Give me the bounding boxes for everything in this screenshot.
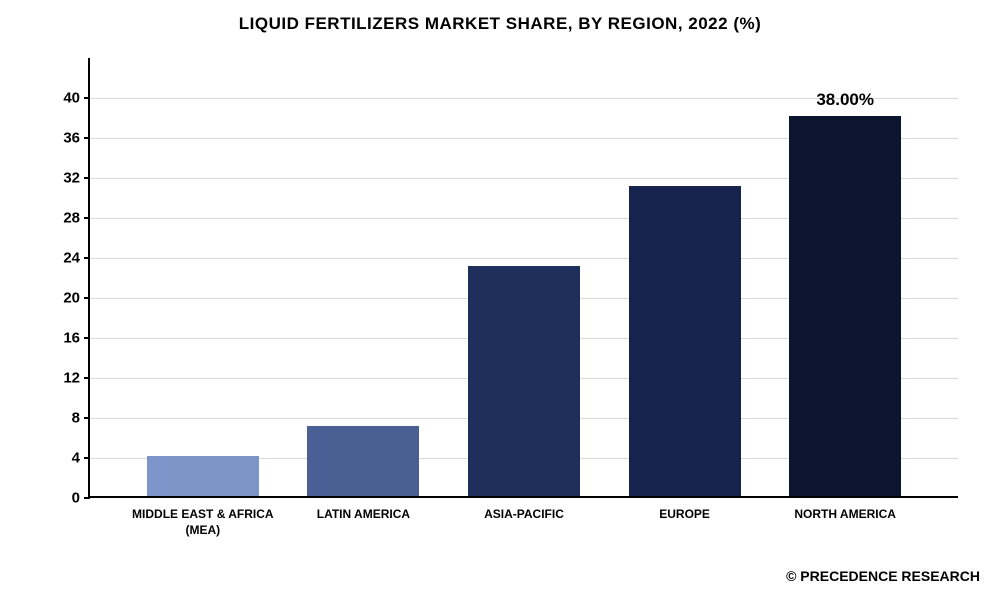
ytick-label: 32 [63, 170, 80, 187]
bar [629, 186, 741, 496]
ytick-label: 24 [63, 250, 80, 267]
ytick-label: 0 [72, 490, 80, 507]
bar: 38.00% [789, 116, 901, 496]
bar-slot: 38.00%NORTH AMERICA [789, 58, 901, 496]
bars-row: MIDDLE EAST & AFRICA (MEA) LATIN AMERICA A… [90, 58, 958, 496]
bar [468, 266, 580, 496]
credit-text: © PRECEDENCE RESEARCH [786, 568, 980, 584]
xtick-label: MIDDLE EAST & AFRICA (MEA) [128, 506, 278, 538]
bar-slot: ASIA-PACIFIC [468, 58, 580, 496]
ytick-label: 4 [72, 450, 80, 467]
ytick-label: 16 [63, 330, 80, 347]
xtick-label: ASIA-PACIFIC [449, 506, 599, 522]
ytick-label: 12 [63, 370, 80, 387]
ytick-label: 40 [63, 90, 80, 107]
ytick-label: 20 [63, 290, 80, 307]
ytick-label: 36 [63, 130, 80, 147]
chart-container: LIQUID FERTILIZERS MARKET SHARE, BY REGI… [0, 0, 1000, 594]
ytick-label: 28 [63, 210, 80, 227]
xtick-label: LATIN AMERICA [288, 506, 438, 522]
plot-frame: 0481216202428323640 MIDDLE EAST & AFRICA… [88, 58, 958, 498]
bar-slot: LATIN AMERICA [307, 58, 419, 496]
bar [147, 456, 259, 496]
xtick-label: EUROPE [610, 506, 760, 522]
bar-value-label: 38.00% [816, 90, 874, 110]
bar-slot: MIDDLE EAST & AFRICA (MEA) [147, 58, 259, 496]
xtick-label: NORTH AMERICA [770, 506, 920, 522]
bar-slot: EUROPE [629, 58, 741, 496]
chart-title: LIQUID FERTILIZERS MARKET SHARE, BY REGI… [0, 0, 1000, 34]
bar [307, 426, 419, 496]
ytick-label: 8 [72, 410, 80, 427]
ytick-mark [84, 497, 90, 499]
